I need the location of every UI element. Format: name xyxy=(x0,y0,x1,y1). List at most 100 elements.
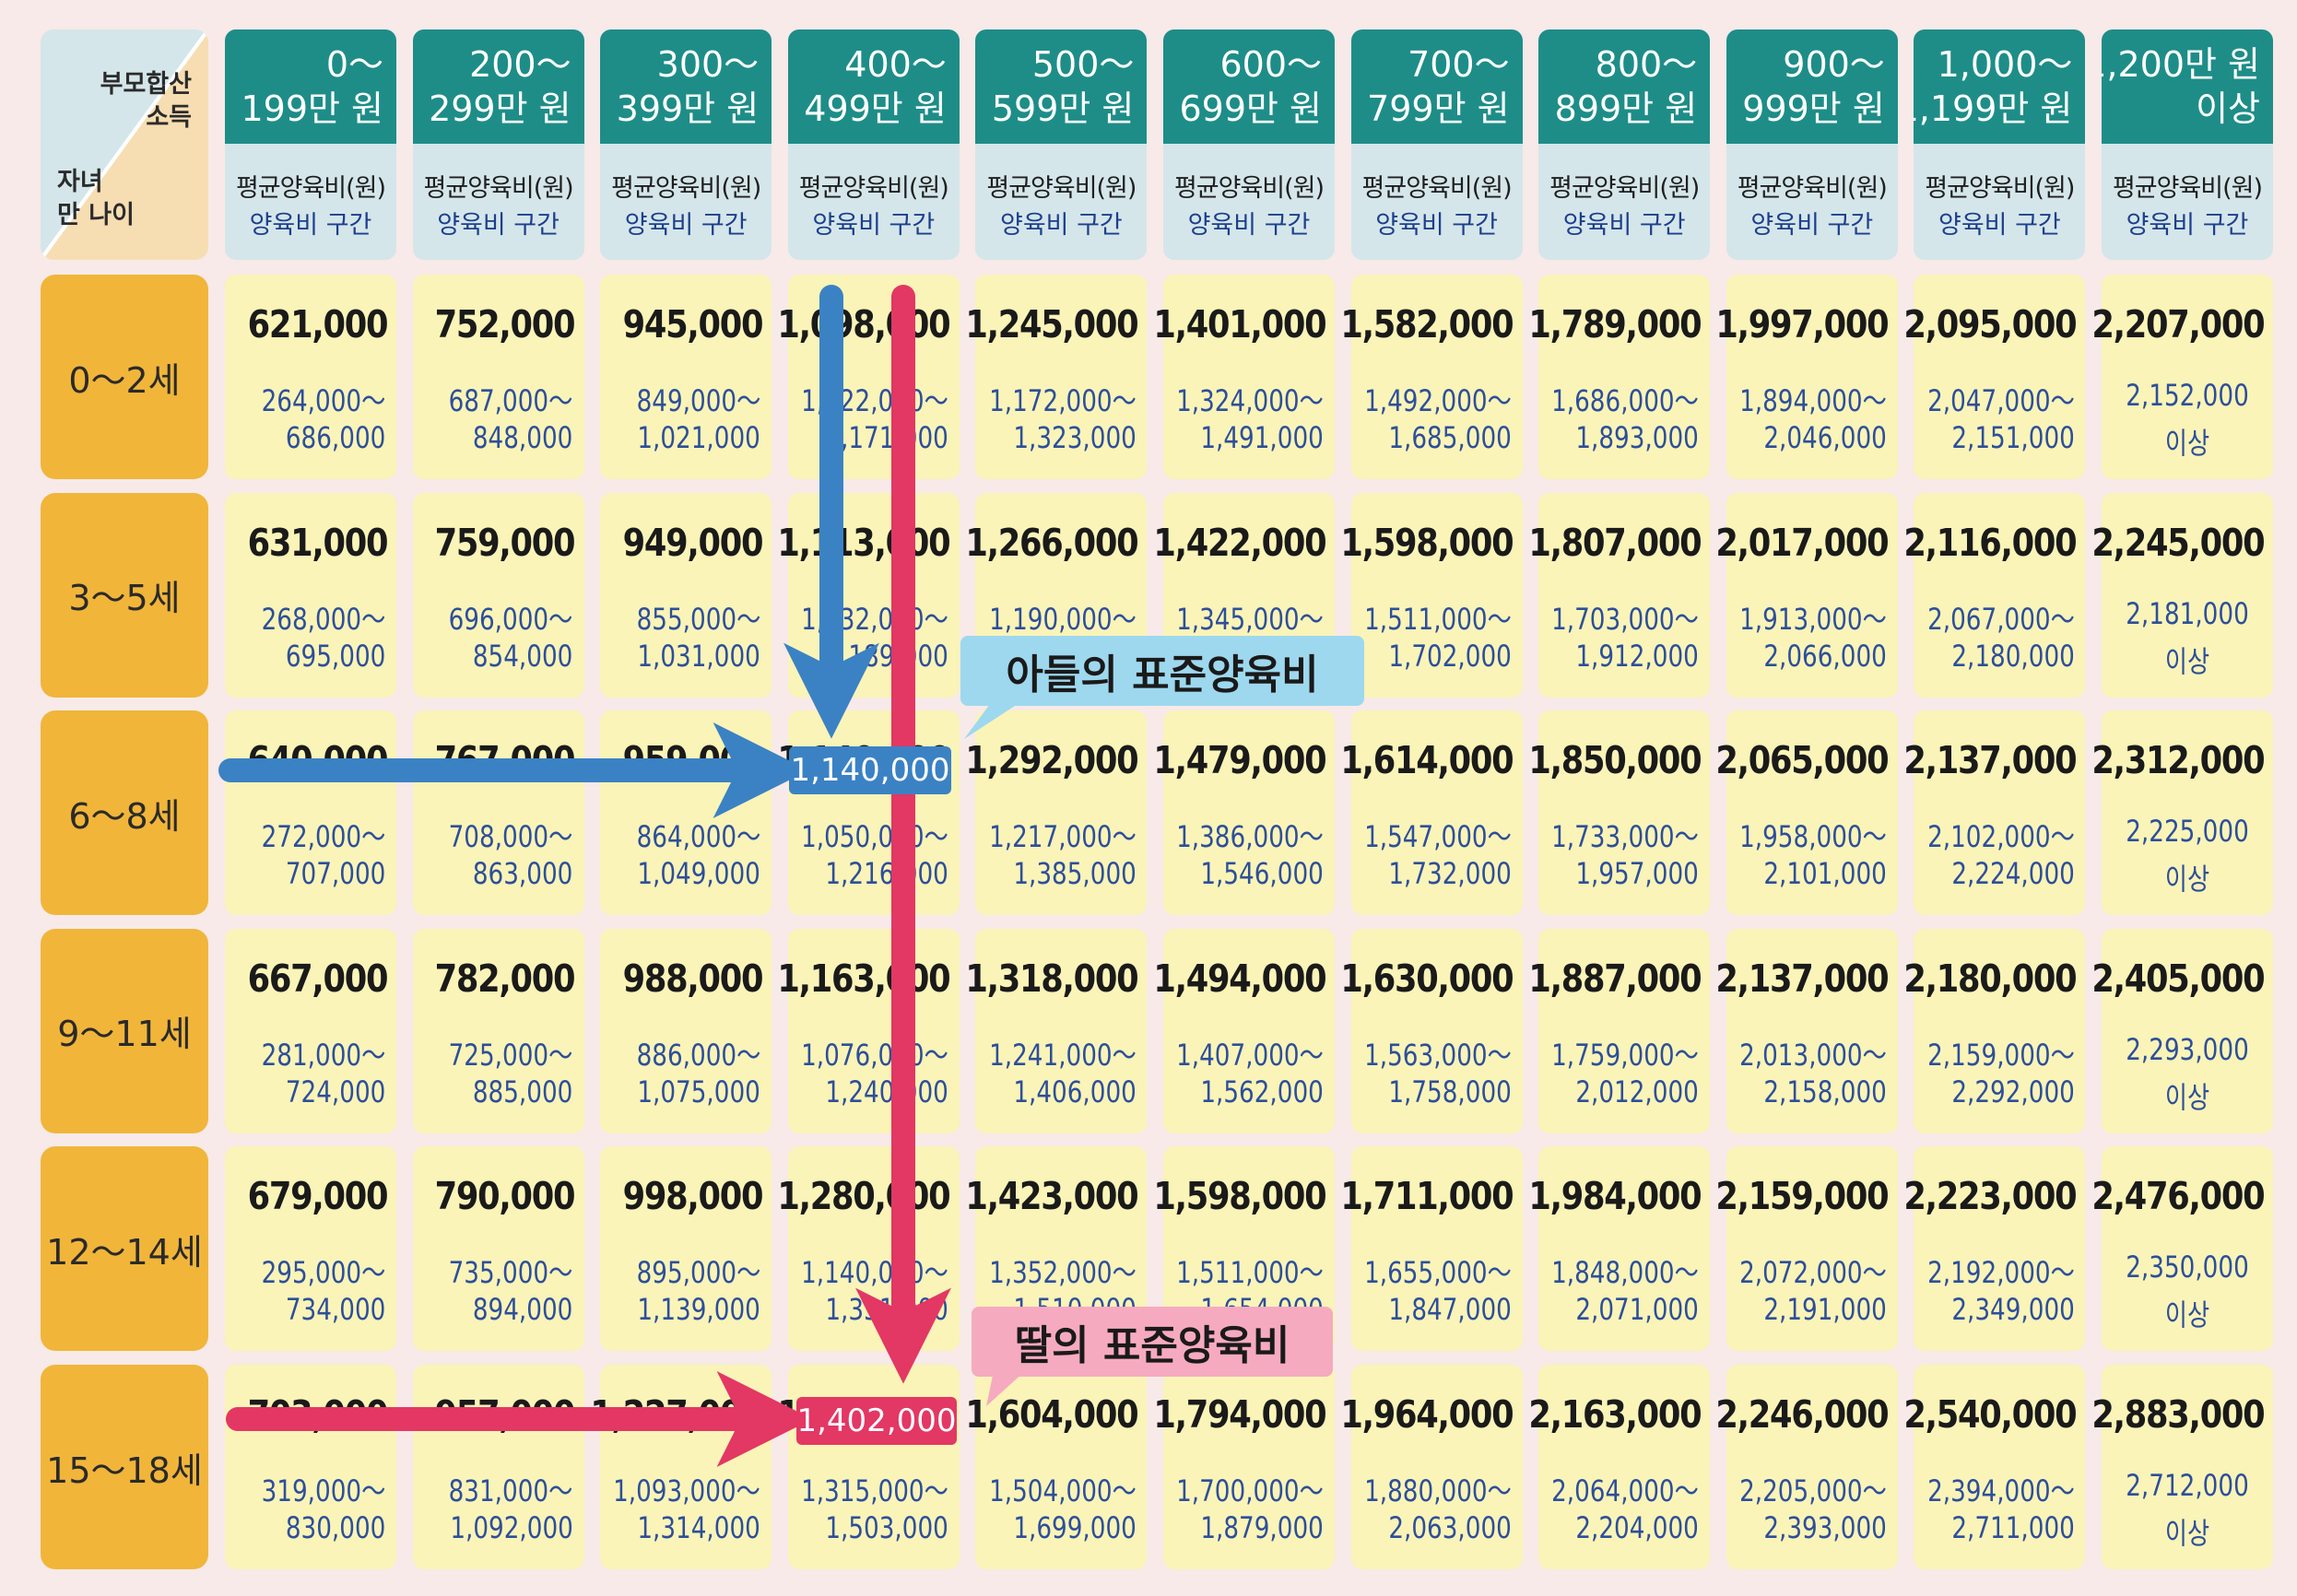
cost-range-high: 2,180,000 xyxy=(1950,638,2075,674)
average-cost: 790,000 xyxy=(435,1174,576,1219)
cost-range-high: 1,406,000 xyxy=(1012,1074,1137,1109)
income-range: 300～ 399만 원 xyxy=(617,42,760,131)
cost-range-high: 1,351,000 xyxy=(825,1292,948,1328)
cost-range-label: 양육비 구간 xyxy=(624,211,748,240)
average-cost: 2,540,000 xyxy=(1903,1392,2077,1437)
cost-range-high: 1,139,000 xyxy=(637,1292,761,1328)
average-cost: 1,423,000 xyxy=(965,1174,1138,1219)
cost-range-low: 1,407,000～ xyxy=(1176,1037,1324,1073)
cost-range-low: 1,686,000～ xyxy=(1551,383,1700,418)
average-cost: 621,000 xyxy=(247,302,388,346)
cost-range-high: 863,000 xyxy=(473,856,573,892)
cost-cell: 759,000 696,000～ 854,000 xyxy=(412,492,584,698)
cost-cell: 679,000 295,000～ 734,000 xyxy=(225,1146,396,1352)
cost-range-high: 이상 xyxy=(2164,426,2210,461)
income-range: 1,000～ 1,199만 원 xyxy=(1914,42,2072,131)
cost-cell: 1,630,000 1,563,000～ 1,758,000 xyxy=(1341,928,1523,1133)
cost-range-high: 1,546,000 xyxy=(1200,856,1324,892)
average-cost: 1,807,000 xyxy=(1528,520,1702,565)
average-cost: 2,312,000 xyxy=(2091,738,2265,783)
average-cost: 949,000 xyxy=(622,520,764,565)
cost-range-low: 735,000～ xyxy=(448,1255,573,1291)
cost-cell: 2,095,000 2,047,000～ 2,151,000 xyxy=(1903,275,2086,479)
cost-range-high: 1,075,000 xyxy=(637,1074,761,1109)
cost-range-high: 2,101,000 xyxy=(1763,856,1887,892)
income-range-line1: 1,000～ xyxy=(1937,44,2073,85)
income-range-line1: 700～ xyxy=(1408,44,1510,85)
average-cost: 1,984,000 xyxy=(1528,1174,1702,1219)
cost-cell: 2,207,000 2,152,000 이상 xyxy=(2091,275,2273,479)
income-range: 0～ 199만 원 xyxy=(241,42,383,131)
cost-range-low: 2,225,000 xyxy=(2126,814,2249,850)
cost-range-high: 2,066,000 xyxy=(1763,638,1887,674)
average-cost: 1,997,000 xyxy=(1715,302,1890,346)
cost-range-low: 2,192,000～ xyxy=(1926,1255,2075,1291)
cost-range-low: 1,563,000～ xyxy=(1363,1037,1512,1073)
income-range-line2: 799만 원 xyxy=(1367,88,1510,129)
cost-range-high: 1,323,000 xyxy=(1012,420,1137,455)
average-cost: 1,604,000 xyxy=(965,1392,1138,1437)
cost-cell: 2,137,000 2,013,000～ 2,158,000 xyxy=(1716,928,1898,1133)
cost-range-low: 268,000～ xyxy=(261,601,385,637)
cost-cell: 1,292,000 1,217,000～ 1,385,000 xyxy=(965,710,1148,916)
cost-range-low: 2,394,000～ xyxy=(1926,1473,2075,1508)
average-cost: 1,614,000 xyxy=(1340,738,1514,783)
cost-range-label: 양육비 구간 xyxy=(2126,211,2249,240)
cost-cell: 2,137,000 2,102,000～ 2,224,000 xyxy=(1903,710,2086,916)
daughter-highlight-value: 1,402,000 xyxy=(796,1397,957,1445)
cost-range-high: 1,385,000 xyxy=(1012,856,1137,892)
cost-range-high: 2,292,000 xyxy=(1950,1074,2075,1109)
cost-range-high: 1,216,000 xyxy=(825,856,948,892)
cost-cell: 1,098,000 1,022,000～ 1,171,000 xyxy=(778,275,960,479)
cost-range-high: 1,092,000 xyxy=(450,1510,573,1545)
cost-range-high: 이상 xyxy=(2164,1516,2210,1551)
cost-range-low: 281,000～ xyxy=(261,1037,385,1073)
average-cost: 2,137,000 xyxy=(1715,956,1890,1001)
cost-cell: 667,000 281,000～ 724,000 xyxy=(225,928,396,1133)
cost-range-low: 1,703,000～ xyxy=(1551,601,1700,637)
average-cost: 631,000 xyxy=(247,520,388,565)
cost-cell: 1,318,000 1,241,000～ 1,406,000 xyxy=(965,928,1148,1133)
income-band: 600～ 699만 원 xyxy=(1163,29,1335,144)
cost-cell: 790,000 735,000～ 894,000 xyxy=(412,1146,584,1352)
cost-range-low: 1,700,000～ xyxy=(1176,1473,1324,1508)
cost-range-label: 양육비 구간 xyxy=(1750,211,1874,240)
income-column-header: 400～ 499만 원 평균양육비(원) 양육비 구간 xyxy=(787,29,960,260)
cost-cell: 1,479,000 1,386,000～ 1,546,000 xyxy=(1153,710,1335,916)
cost-range-low: 696,000～ xyxy=(448,601,573,637)
cost-range-low: 1,022,000～ xyxy=(800,383,948,418)
average-cost: 1,711,000 xyxy=(1340,1174,1514,1219)
cost-range-low: 725,000～ xyxy=(448,1037,573,1073)
age-row-header: 9～11세 xyxy=(41,928,208,1133)
income-range: 400～ 499만 원 xyxy=(804,42,947,131)
cost-cell: 1,850,000 1,733,000～ 1,957,000 xyxy=(1528,710,1711,916)
daughter-callout: 딸의 표준양육비 xyxy=(972,1307,1333,1377)
cost-range-label: 양육비 구간 xyxy=(1375,211,1498,240)
cost-range-low: 1,504,000～ xyxy=(988,1473,1137,1508)
income-band: 900～ 999만 원 xyxy=(1726,29,1898,144)
average-cost: 679,000 xyxy=(247,1174,388,1219)
cost-range-high: 2,063,000 xyxy=(1388,1510,1512,1545)
cost-cell: 1,113,000 1,032,000～ 1,189,000 xyxy=(778,492,960,698)
cost-cell: 1,984,000 1,848,000～ 2,071,000 xyxy=(1528,1146,1711,1352)
cost-cell: 631,000 268,000～ 695,000 xyxy=(225,492,396,698)
cost-cell: 1,163,000 1,076,000～ 1,240,000 xyxy=(778,928,960,1133)
income-range-line2: 899만 원 xyxy=(1554,88,1698,129)
average-cost: 2,159,000 xyxy=(1715,1174,1890,1219)
average-cost: 2,163,000 xyxy=(1528,1392,1702,1437)
cost-range-low: 1,140,000～ xyxy=(800,1255,948,1291)
average-cost: 1,850,000 xyxy=(1528,738,1702,783)
cost-range-high: 1,240,000 xyxy=(825,1074,948,1109)
cost-range-high: 1,021,000 xyxy=(637,420,761,455)
income-range-line2: 599만 원 xyxy=(991,88,1135,129)
average-cost: 1,227,000 xyxy=(590,1392,763,1437)
cost-range-label: 양육비 구간 xyxy=(1187,211,1311,240)
income-range: 700～ 799만 원 xyxy=(1367,42,1510,131)
average-cost: 2,116,000 xyxy=(1903,520,2077,565)
cost-range-high: 894,000 xyxy=(473,1292,573,1328)
cost-range-high: 이상 xyxy=(2164,1079,2210,1115)
cost-cell: 2,405,000 2,293,000 이상 xyxy=(2091,928,2273,1133)
average-cost: 1,887,000 xyxy=(1528,956,1702,1001)
cost-range-high: 1,893,000 xyxy=(1575,420,1700,455)
average-cost: 1,245,000 xyxy=(965,302,1138,346)
